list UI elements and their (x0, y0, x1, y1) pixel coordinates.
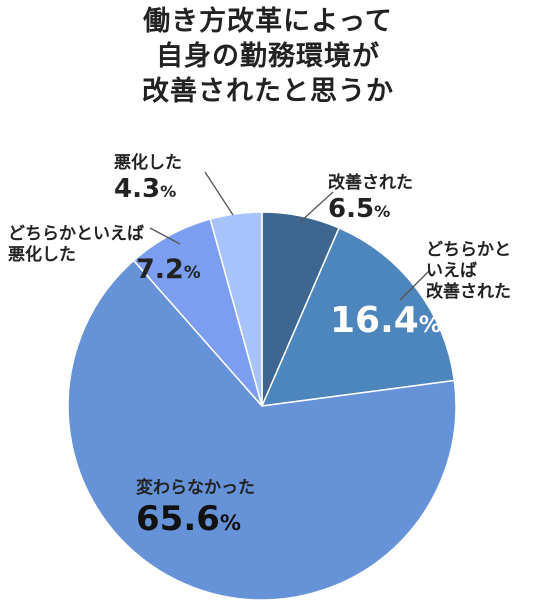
slice-unchanged (67, 259, 457, 601)
label-somewhat-worse-line-1: どちらかといえば (8, 224, 144, 244)
slice-somewhat-improved (260, 226, 456, 407)
leader-somewhat-improved (399, 269, 431, 301)
label-worse-category: 悪化した (114, 153, 182, 173)
leader-worse (204, 171, 234, 216)
leader-improved (299, 191, 334, 223)
title-line-2: 自身の勤務環境が (156, 41, 380, 72)
leader-somewhat-worse (149, 227, 181, 245)
label-somewhat-worse-line-2: 悪化した (8, 245, 76, 265)
label-somewhat-improved-value: 16.4% (330, 300, 442, 341)
label-somewhat-improved-line-1: どちらかと (426, 240, 511, 260)
label-somewhat-improved-line-2: いえば (426, 261, 477, 281)
title-line-1: 働き方改革によって (143, 6, 393, 37)
label-improved-value: 6.5% (328, 194, 391, 224)
label-somewhat-improved-line-3: 改善された (426, 282, 511, 302)
label-unchanged-value: 65.6% (136, 499, 242, 539)
chart-title: 働き方改革によって 自身の勤務環境が 改善されたと思うか (0, 4, 536, 109)
slice-worse (209, 211, 263, 407)
title-line-3: 改善されたと思うか (142, 76, 394, 107)
label-somewhat-worse-value: 7.2% (136, 254, 201, 285)
label-improved: 改善された 6.5% (328, 173, 413, 227)
label-unchanged: 変わらなかった 65.6% (136, 478, 255, 543)
label-worse-value: 4.3% (114, 174, 177, 204)
label-somewhat-worse: どちらかといえば 悪化した (8, 224, 144, 266)
label-unchanged-category: 変わらなかった (136, 478, 255, 498)
label-improved-category: 改善された (328, 173, 413, 193)
label-somewhat-improved: どちらかと いえば 改善された (426, 240, 511, 303)
label-worse: 悪化した 4.3% (114, 153, 182, 207)
